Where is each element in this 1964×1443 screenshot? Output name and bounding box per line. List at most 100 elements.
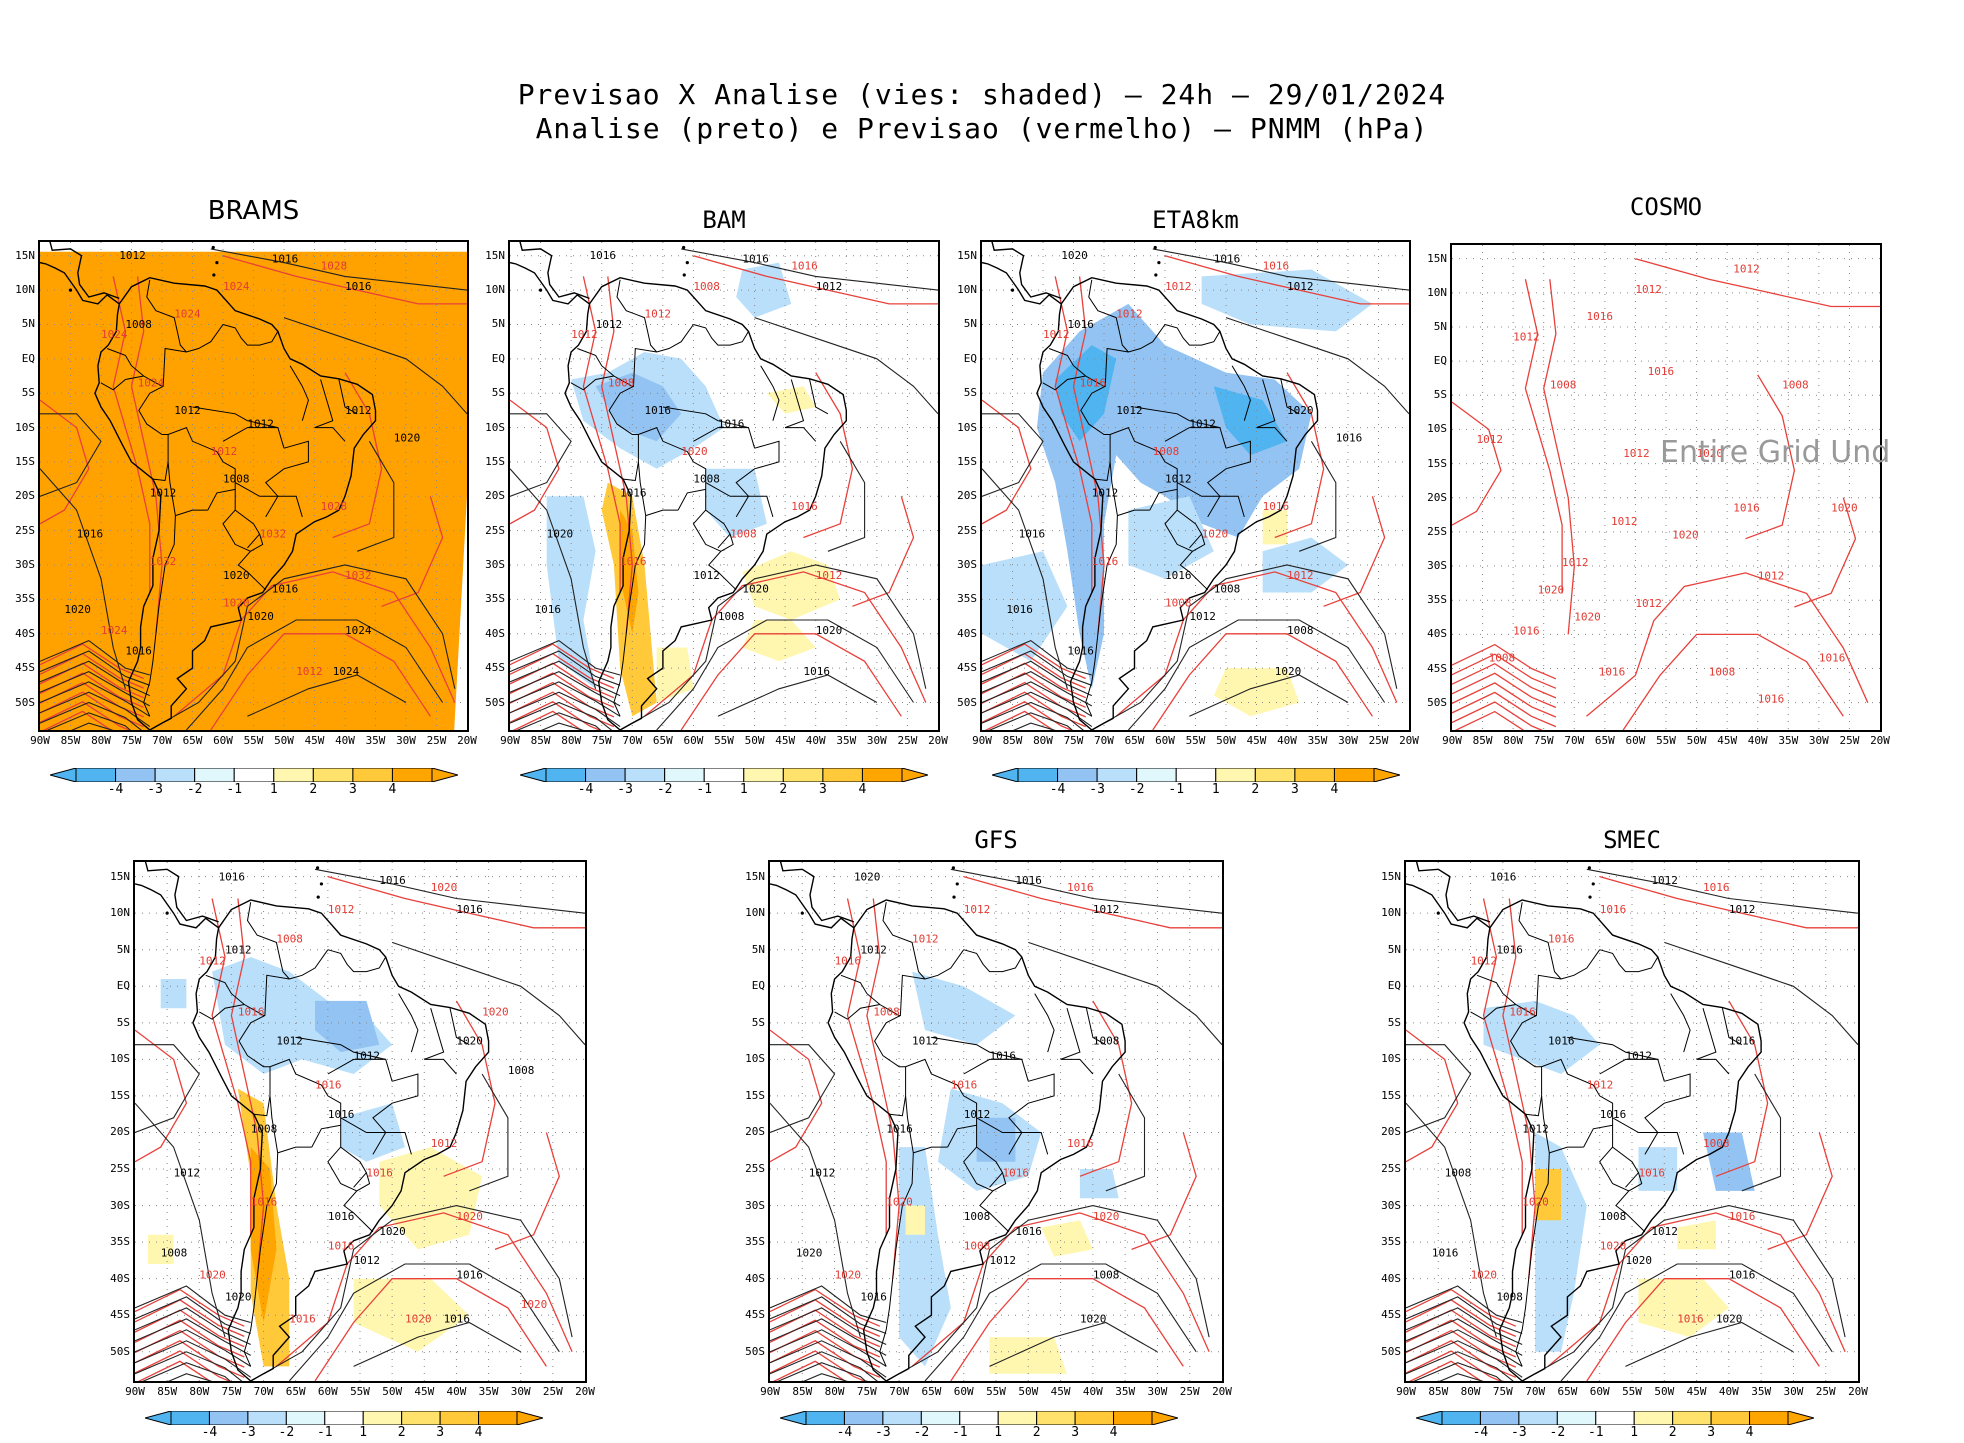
country-border [1164, 509, 1193, 552]
forecast-isobar [40, 652, 144, 689]
colorbar-segment [1333, 768, 1375, 782]
colorbar-segment [1215, 768, 1256, 782]
bias-shading [160, 979, 187, 1009]
lon-tick-label: 45W [1050, 1385, 1071, 1398]
forecast-isobar [327, 875, 585, 929]
forecast-contour-label: 1016 [1263, 259, 1290, 272]
forecast-contour-label: 1016 [251, 1196, 278, 1209]
colorbar-tick-label: 1 [1211, 782, 1220, 797]
forecast-contour-label: 1012 [816, 569, 843, 582]
analysis-contour-label: 1016 [1006, 603, 1033, 616]
country-border [295, 1036, 386, 1060]
colorbar-segment [1254, 768, 1296, 782]
analysis-isobar [770, 1044, 836, 1134]
lon-tick-label: 75W [591, 734, 612, 747]
analysis-contour-label: 1012 [693, 569, 720, 582]
colorbar-tick-label: -3 [617, 782, 633, 797]
lat-tick-label: 15S [1427, 456, 1447, 470]
colorbar-tick-label: -4 [107, 782, 124, 797]
analysis-isobar [40, 650, 150, 686]
figure-title-line2: Analise (preto) e Previsao (vermelho) – … [535, 112, 1429, 145]
country-border [623, 461, 639, 482]
country-border [152, 461, 169, 482]
forecast-contour-label: 1016 [1067, 881, 1094, 894]
analysis-isobar [510, 670, 621, 707]
country-border [963, 1146, 994, 1192]
lat-tick-label: 5S [751, 1015, 765, 1029]
lon-tick-label: 70W [1094, 734, 1114, 747]
analysis-isobar [1439, 1373, 1484, 1381]
country-border [1599, 949, 1659, 973]
forecast-contour-label: 1024 [101, 624, 128, 637]
map-frame: 1016 1016 1012 1012 1016 1016 1008 1016 1020 1012… [508, 240, 940, 732]
lon-tick-label: 20W [575, 1385, 595, 1398]
map-frame: 1016 1016 1016 1012 1012 1012 1016 1008 1012 1016… [133, 860, 587, 1383]
colorbar-tick-label: 3 [1707, 1425, 1716, 1440]
island [211, 245, 215, 250]
forecast-contour-label: 1020 [1697, 447, 1724, 460]
forecast-isobar [512, 710, 583, 730]
forecast-contour-label: 1020 [521, 1298, 548, 1311]
analysis-isobar [135, 1044, 200, 1134]
lat-tick-label: 20S [745, 1125, 765, 1139]
colorbar-segment [1556, 1411, 1597, 1425]
analysis-contour-label: 1016 [1214, 253, 1241, 266]
analysis-isobar [982, 660, 1093, 697]
forecast-isobar [1586, 1278, 1820, 1381]
lon-tick-label: 50W [1654, 1385, 1675, 1398]
forecast-isobar [1543, 279, 1575, 635]
country-border [693, 427, 756, 449]
analysis-isobar [1625, 1321, 1794, 1367]
map-canvas: 1020 101610121016101210121012101210161016… [982, 242, 1409, 730]
island [1010, 288, 1015, 292]
lon-tick-label: 60W [213, 734, 233, 747]
analysis-isobar [950, 868, 1222, 914]
forecast-contour-label: 1016 [1092, 555, 1119, 568]
forecast-isobar [510, 399, 560, 525]
analysis-isobar [1091, 564, 1398, 730]
forecast-contour-label: 1012 [964, 903, 991, 916]
forecast-contour-label: 1016 [1067, 1137, 1094, 1150]
country-border [1164, 324, 1221, 346]
forecast-contour-label: 1016 [1587, 310, 1614, 323]
lat-tick-label: EQ [1433, 354, 1447, 368]
colorbar-segment [170, 1411, 210, 1425]
coastline [1463, 899, 1762, 1381]
analysis-isobar [770, 1351, 878, 1381]
analysis-contour-label: 1012 [247, 418, 274, 431]
forecast-isobar [911, 1212, 1210, 1367]
analysis-isobar [314, 868, 585, 914]
analysis-contour-label: 1012 [964, 1108, 991, 1121]
lat-tick-label: 45S [745, 1308, 765, 1322]
lat-tick-label: 25S [1427, 524, 1447, 538]
lon-tick-label: 70W [1525, 1385, 1546, 1398]
analysis-isobar [149, 564, 456, 730]
analysis-isobar [40, 639, 150, 676]
analysis-contour-label: 1012 [816, 280, 843, 293]
lon-tick-label: 75W [1492, 1385, 1513, 1398]
country-border [1094, 461, 1111, 482]
lat-tick-label: 5S [1387, 1015, 1401, 1029]
lon-tick-label: 20W [1399, 734, 1419, 747]
forecast-isobar [582, 276, 621, 593]
analysis-contour-label: 1008 [693, 473, 720, 486]
island [952, 895, 956, 899]
analysis-isobar [510, 660, 621, 697]
panel-title: COSMO [1629, 193, 1703, 221]
forecast-contour-label: 1024 [174, 308, 201, 321]
island [685, 261, 689, 265]
coastline [40, 261, 120, 305]
colorbar-tick-label: -2 [913, 1425, 930, 1440]
lon-tick-label: 25W [1815, 1385, 1836, 1398]
forecast-isobar [1406, 1340, 1517, 1378]
lat-tick-label: 50S [15, 695, 35, 709]
lat-tick-label: 15N [485, 248, 505, 262]
country-border [809, 379, 829, 415]
forecast-isobar [601, 276, 633, 634]
country-border [207, 488, 236, 511]
forecast-isobar [210, 633, 431, 730]
bias-colorbar: -4 -3 -2 -1 1 2 3 4 [520, 768, 928, 800]
forecast-contour-label: 1012 [1287, 569, 1314, 582]
forecast-contour-label: 1016 [238, 1006, 265, 1019]
analysis-contour-label: 1020 [1061, 249, 1088, 262]
